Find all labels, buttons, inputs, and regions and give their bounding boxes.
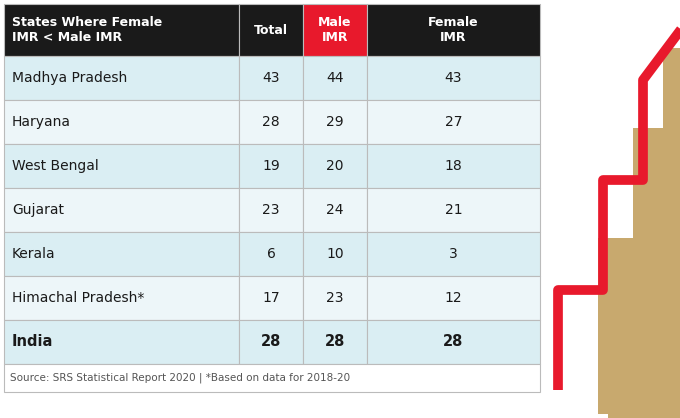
Bar (303, 144, 367, 188)
Text: Total: Total (254, 23, 288, 36)
Text: 21: 21 (445, 203, 462, 217)
Bar (303, 100, 367, 144)
Bar (367, 276, 540, 320)
Bar (4, 232, 239, 276)
Text: 12: 12 (445, 291, 462, 305)
Bar (668, 159, 680, 199)
Bar (303, 320, 367, 364)
Text: Female
IMR: Female IMR (428, 16, 479, 44)
Text: Male
IMR: Male IMR (318, 16, 352, 44)
Text: 23: 23 (326, 291, 344, 305)
Bar (303, 276, 367, 320)
Bar (303, 188, 367, 232)
Text: 19: 19 (262, 159, 280, 173)
Bar (4, 4, 239, 56)
Text: 3: 3 (449, 247, 458, 261)
Bar (239, 232, 303, 276)
Bar (303, 56, 367, 100)
Bar (239, 4, 303, 56)
Text: 28: 28 (325, 334, 345, 349)
Text: 17: 17 (262, 291, 279, 305)
Bar (4, 56, 239, 100)
Text: Haryana: Haryana (12, 115, 71, 129)
Text: Gujarat: Gujarat (12, 203, 64, 217)
Bar (4, 276, 239, 320)
Bar (367, 232, 540, 276)
Text: 10: 10 (326, 247, 344, 261)
Bar (608, 239, 680, 418)
Bar (239, 188, 303, 232)
Text: 23: 23 (262, 203, 279, 217)
Text: 27: 27 (445, 115, 462, 129)
Bar (367, 100, 540, 144)
Text: India: India (12, 334, 53, 349)
Bar (633, 128, 680, 240)
Bar (598, 238, 680, 414)
Text: 6: 6 (267, 247, 275, 261)
Text: Source: SRS Statistical Report 2020 | *Based on data for 2018-20: Source: SRS Statistical Report 2020 | *B… (10, 373, 350, 383)
Text: 28: 28 (443, 334, 464, 349)
Bar (239, 56, 303, 100)
Bar (4, 100, 239, 144)
Bar (239, 276, 303, 320)
Bar (4, 320, 239, 364)
Bar (638, 199, 680, 239)
Text: 20: 20 (326, 159, 344, 173)
Text: 43: 43 (262, 71, 279, 85)
Bar (367, 320, 540, 364)
Text: 24: 24 (326, 203, 344, 217)
Bar (367, 56, 540, 100)
Text: Madhya Pradesh: Madhya Pradesh (12, 71, 127, 85)
Bar (4, 364, 540, 392)
Text: Himachal Pradesh*: Himachal Pradesh* (12, 291, 144, 305)
Bar (239, 320, 303, 364)
Bar (303, 232, 367, 276)
Bar (4, 188, 239, 232)
Text: 28: 28 (262, 115, 279, 129)
Bar (663, 48, 680, 130)
Bar (367, 144, 540, 188)
Text: Kerala: Kerala (12, 247, 56, 261)
Bar (239, 100, 303, 144)
Text: 43: 43 (445, 71, 462, 85)
Text: 28: 28 (261, 334, 282, 349)
Bar (239, 144, 303, 188)
Bar (367, 188, 540, 232)
Bar (4, 144, 239, 188)
Text: 18: 18 (445, 159, 462, 173)
Bar (367, 4, 540, 56)
Text: 29: 29 (326, 115, 344, 129)
Text: West Bengal: West Bengal (12, 159, 99, 173)
Bar (303, 4, 367, 56)
Text: States Where Female
IMR < Male IMR: States Where Female IMR < Male IMR (12, 16, 163, 44)
Text: 44: 44 (326, 71, 344, 85)
